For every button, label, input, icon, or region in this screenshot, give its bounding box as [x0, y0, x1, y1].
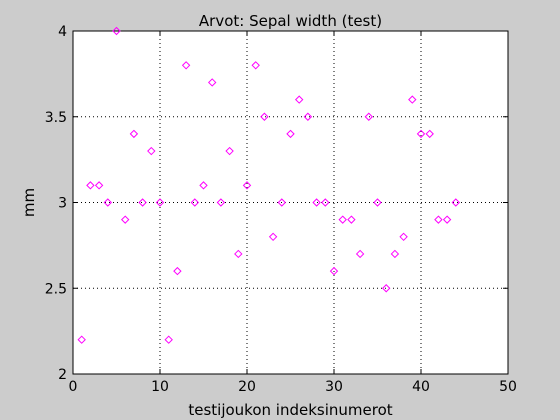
data-point: [86, 181, 95, 190]
data-point: [416, 129, 426, 139]
data-point: [451, 198, 461, 207]
y-tick-label: 3.5: [45, 110, 67, 126]
y-tick-label: 2.5: [45, 281, 67, 297]
data-point: [399, 232, 408, 242]
data-point: [381, 284, 391, 293]
y-tick-label: 4: [58, 24, 67, 40]
data-point: [173, 266, 182, 276]
data-point: [390, 249, 400, 259]
data-point: [355, 249, 365, 259]
data-point: [155, 198, 165, 207]
x-tick-label: 30: [325, 379, 343, 395]
data-point: [260, 112, 269, 121]
data-point: [164, 335, 173, 344]
data-point: [147, 146, 156, 156]
data-point: [286, 129, 295, 139]
data-point: [347, 215, 356, 224]
x-tick-label: 0: [69, 379, 78, 395]
data-point: [268, 232, 278, 242]
x-tick-label: 50: [499, 379, 517, 395]
data-point: [434, 215, 443, 224]
data-point: [277, 198, 287, 207]
data-point: [442, 215, 452, 224]
data-point: [138, 198, 147, 207]
x-tick-label: 40: [412, 379, 430, 395]
axis-ticks: 0 10 20 30 40 50 2 2.5 3 3.5 4: [45, 24, 517, 395]
data-point: [199, 181, 208, 190]
data-point: [94, 181, 104, 190]
data-point: [242, 181, 252, 190]
data-point: [77, 335, 86, 344]
data-point: [329, 266, 339, 276]
data-point: [112, 26, 121, 36]
data-point: [225, 146, 234, 156]
data-point: [216, 198, 226, 207]
y-tick-label: 3: [58, 196, 67, 212]
data-point: [294, 95, 304, 104]
y-tick-label: 2: [58, 367, 67, 383]
data-points: [77, 26, 461, 344]
data-point: [312, 198, 321, 207]
data-point: [408, 95, 417, 104]
data-point: [321, 198, 330, 207]
data-point: [373, 198, 382, 207]
data-point: [364, 112, 374, 121]
chart-title: Arvot: Sepal width (test): [199, 12, 382, 30]
data-point: [207, 78, 217, 87]
data-point: [338, 215, 347, 224]
plot-area: [73, 31, 508, 374]
x-tick-label: 10: [151, 379, 169, 395]
data-point: [425, 129, 434, 139]
data-point: [129, 129, 139, 139]
data-point: [190, 198, 200, 207]
x-axis-label: testijoukon indeksinumerot: [188, 401, 392, 419]
data-point: [303, 112, 313, 121]
data-point: [181, 61, 191, 70]
data-point: [103, 198, 113, 207]
y-axis-label: mm: [20, 188, 38, 217]
data-point: [120, 215, 130, 224]
x-tick-label: 20: [238, 379, 256, 395]
data-point: [234, 249, 243, 259]
data-point: [251, 61, 260, 70]
